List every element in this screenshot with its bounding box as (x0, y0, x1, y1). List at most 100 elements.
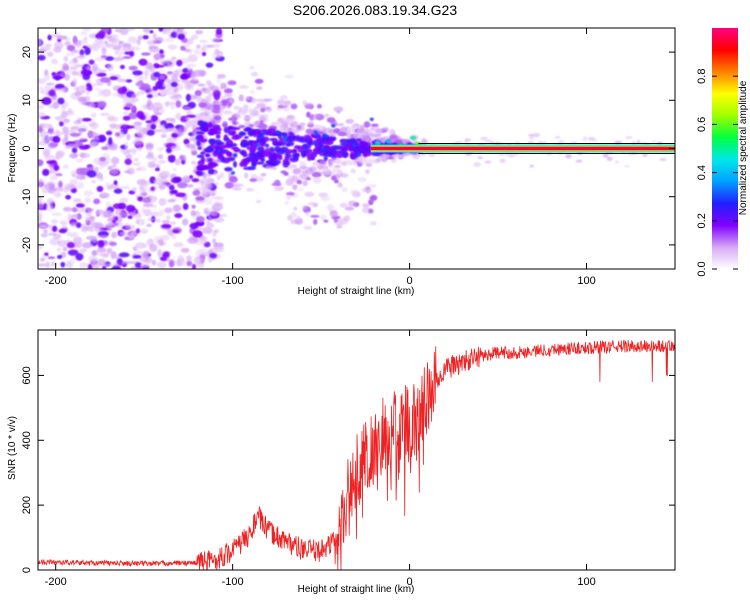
spectrogram-cell (113, 180, 118, 186)
spectrogram-cell (228, 97, 234, 105)
spectrogram-cell (259, 119, 264, 127)
spectrogram-cell (162, 83, 171, 88)
spectrogram-cell (169, 189, 178, 195)
spectrogram-cell (203, 125, 210, 132)
spectrogram-cell (79, 101, 86, 106)
colorbar: 0.0 0.2 0.4 0.6 0.8 Normalized spectral ampl… (696, 28, 749, 277)
spectrogram-cell (185, 120, 192, 129)
spectrogram-cell (76, 55, 85, 59)
spectrogram-cell (69, 222, 78, 228)
spectrogram-cell (189, 119, 200, 127)
spectrogram-cell (606, 156, 613, 162)
spectrogram-cell (157, 153, 164, 160)
spectrogram-cell (232, 160, 238, 168)
spectrogram-cell (75, 158, 84, 163)
spectrogram-cell (140, 263, 151, 268)
spectrogram-cell (201, 227, 213, 235)
spectrogram-cell (159, 49, 164, 55)
spectrogram-cell (106, 34, 112, 40)
spectrogram-cell (391, 154, 399, 159)
spectrogram-cell (337, 123, 345, 127)
spectrogram-cell (358, 157, 367, 165)
spectrogram-cell (307, 155, 312, 161)
spectrogram-cell (238, 94, 244, 102)
spectrogram-cell (344, 206, 355, 211)
spectrogram-cell (275, 121, 285, 128)
spectrogram-cell (198, 102, 207, 108)
spectrogram-cell (69, 179, 78, 186)
spectrogram-cell (215, 134, 221, 140)
spectrogram-cell (159, 159, 166, 164)
spectrogram-cell (172, 176, 183, 183)
spectrogram-cell (137, 196, 144, 202)
spectrogram-cell (302, 100, 308, 106)
spectrogram-cell (43, 74, 50, 81)
spectrogram-cell (102, 265, 107, 269)
spectrogram-cell (282, 135, 287, 140)
spectrogram-cell (150, 114, 158, 122)
spectrogram-cell (180, 247, 190, 253)
spectrogram-cell (333, 217, 338, 223)
spectrogram-cell (238, 131, 245, 136)
spectrogram-cell (150, 124, 156, 130)
spectrogram-cell (136, 38, 141, 46)
spectrogram-cell (283, 105, 291, 112)
spectrogram-cell (157, 239, 164, 246)
spectrogram-cell (215, 28, 223, 35)
spectrogram-cell (75, 252, 84, 261)
spectrogram-cell (72, 57, 78, 63)
spectrogram-cell (256, 102, 267, 109)
spectrogram-cell (228, 175, 238, 183)
spectrogram-cell (102, 209, 112, 218)
spectrogram-cell (312, 113, 321, 118)
spectrogram-cell (77, 181, 84, 189)
spectrogram-cell (76, 95, 82, 101)
spectrogram-cell (212, 127, 222, 133)
spectrogram-cell (157, 124, 167, 129)
x-tick-label: 100 (577, 275, 595, 287)
spectrogram-cell (100, 112, 110, 116)
spectrogram-cell (209, 85, 220, 92)
spectrogram-cell (652, 139, 657, 143)
spectrogram-cell (317, 163, 324, 171)
spectrogram-cell (267, 128, 277, 134)
spectrogram-cell (38, 159, 44, 167)
spectrogram-cell (142, 35, 149, 40)
spectrogram-cell (368, 184, 377, 188)
spectrogram-cell (136, 218, 146, 226)
spectrogram-cell (204, 197, 213, 205)
spectrogram-cell (125, 103, 134, 108)
y-tick-label: 600 (21, 366, 33, 384)
spectrogram-cell (147, 161, 156, 169)
spectrogram-cell (43, 229, 48, 234)
spectrogram-cell (71, 207, 78, 212)
spectrogram-cell (70, 257, 76, 265)
spectrogram-cell (379, 153, 386, 159)
spectrogram-cell (165, 215, 171, 220)
spectrogram-cell (99, 192, 110, 199)
spectrogram-cell (156, 147, 165, 152)
spectrogram-cell (66, 213, 72, 221)
spectrogram-cell (174, 158, 181, 166)
spectrogram-cell (164, 78, 171, 83)
spectrogram-cell (205, 62, 214, 68)
spectrogram-cell (186, 184, 194, 188)
spectrogram-cell (356, 152, 361, 157)
spectrogram-cell (207, 122, 213, 128)
spectrogram-cell (484, 139, 493, 143)
x-tick-label: 100 (577, 576, 595, 588)
spectrogram-cell (171, 233, 177, 240)
spectrogram-cell (355, 138, 361, 142)
spectrogram-cell (355, 147, 365, 154)
spectrogram-cell (216, 73, 226, 79)
spectrogram-cell (126, 133, 131, 141)
spectrogram-cell (72, 35, 78, 44)
spectrogram-cell (222, 123, 228, 127)
spectrogram-cell (218, 172, 225, 179)
spectrogram-cell (211, 51, 223, 59)
spectrogram-cell (66, 44, 76, 52)
spectrogram-cell (140, 228, 149, 234)
spectrogram-x-ticks: -200 -100 0 100 (45, 28, 596, 287)
spectrogram-cell (197, 83, 206, 87)
spectrogram-cell (337, 131, 346, 136)
